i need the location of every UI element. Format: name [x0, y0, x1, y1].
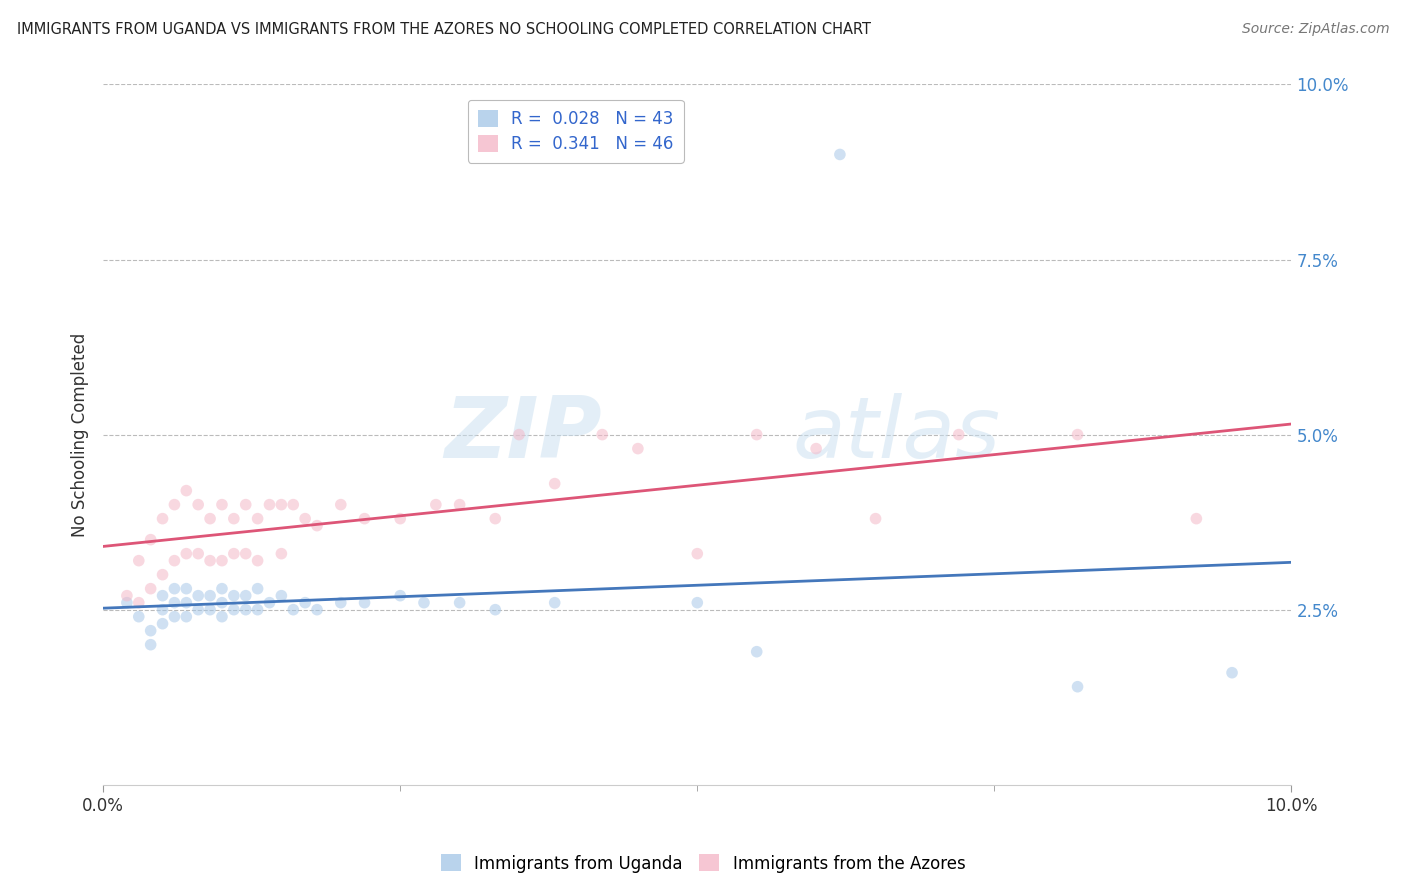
Point — [211, 582, 233, 596]
Point — [745, 427, 768, 442]
Point — [449, 498, 471, 512]
Text: Source: ZipAtlas.com: Source: ZipAtlas.com — [1241, 22, 1389, 37]
Point — [259, 498, 281, 512]
Point — [176, 547, 198, 561]
Point — [152, 589, 174, 603]
Point — [128, 554, 150, 568]
Point — [246, 582, 269, 596]
Legend: R =  0.028   N = 43, R =  0.341   N = 46: R = 0.028 N = 43, R = 0.341 N = 46 — [468, 100, 683, 162]
Point — [222, 602, 245, 616]
Point — [259, 596, 281, 610]
Point — [235, 602, 257, 616]
Point — [176, 596, 198, 610]
Point — [329, 498, 352, 512]
Point — [1066, 427, 1088, 442]
Point — [198, 554, 221, 568]
Point — [211, 498, 233, 512]
Point — [294, 596, 316, 610]
Point — [246, 554, 269, 568]
Point — [389, 589, 412, 603]
Point — [211, 609, 233, 624]
Point — [804, 442, 827, 456]
Point — [152, 602, 174, 616]
Point — [544, 476, 567, 491]
Point — [187, 498, 209, 512]
Point — [222, 547, 245, 561]
Text: atlas: atlas — [793, 393, 1000, 476]
Point — [413, 596, 436, 610]
Point — [139, 638, 162, 652]
Point — [1185, 511, 1208, 525]
Point — [948, 427, 970, 442]
Point — [353, 511, 375, 525]
Point — [449, 596, 471, 610]
Point — [176, 582, 198, 596]
Point — [211, 554, 233, 568]
Point — [187, 589, 209, 603]
Point — [828, 147, 851, 161]
Point — [329, 596, 352, 610]
Legend: Immigrants from Uganda, Immigrants from the Azores: Immigrants from Uganda, Immigrants from … — [434, 847, 972, 880]
Point — [176, 609, 198, 624]
Point — [139, 582, 162, 596]
Point — [591, 427, 613, 442]
Point — [139, 533, 162, 547]
Point — [270, 547, 292, 561]
Point — [745, 645, 768, 659]
Point — [353, 596, 375, 610]
Text: IMMIGRANTS FROM UGANDA VS IMMIGRANTS FROM THE AZORES NO SCHOOLING COMPLETED CORR: IMMIGRANTS FROM UGANDA VS IMMIGRANTS FRO… — [17, 22, 870, 37]
Point — [128, 609, 150, 624]
Point — [627, 442, 650, 456]
Point — [115, 596, 138, 610]
Point — [235, 498, 257, 512]
Point — [283, 498, 305, 512]
Point — [163, 554, 186, 568]
Point — [163, 596, 186, 610]
Point — [270, 589, 292, 603]
Point — [484, 602, 506, 616]
Point — [163, 498, 186, 512]
Point — [865, 511, 887, 525]
Point — [389, 511, 412, 525]
Point — [187, 602, 209, 616]
Point — [222, 589, 245, 603]
Point — [198, 589, 221, 603]
Point — [198, 511, 221, 525]
Point — [484, 511, 506, 525]
Point — [115, 589, 138, 603]
Point — [270, 498, 292, 512]
Point — [425, 498, 447, 512]
Point — [176, 483, 198, 498]
Point — [508, 427, 530, 442]
Point — [1066, 680, 1088, 694]
Point — [163, 582, 186, 596]
Point — [152, 567, 174, 582]
Point — [152, 616, 174, 631]
Point — [163, 609, 186, 624]
Point — [235, 547, 257, 561]
Point — [211, 596, 233, 610]
Point — [294, 511, 316, 525]
Point — [544, 596, 567, 610]
Point — [152, 511, 174, 525]
Point — [222, 511, 245, 525]
Point — [246, 511, 269, 525]
Point — [305, 602, 328, 616]
Point — [139, 624, 162, 638]
Point — [246, 602, 269, 616]
Point — [187, 547, 209, 561]
Point — [283, 602, 305, 616]
Point — [198, 602, 221, 616]
Point — [686, 596, 709, 610]
Text: ZIP: ZIP — [444, 393, 602, 476]
Point — [686, 547, 709, 561]
Point — [1220, 665, 1243, 680]
Point — [305, 518, 328, 533]
Point — [235, 589, 257, 603]
Point — [128, 596, 150, 610]
Y-axis label: No Schooling Completed: No Schooling Completed — [72, 333, 89, 537]
